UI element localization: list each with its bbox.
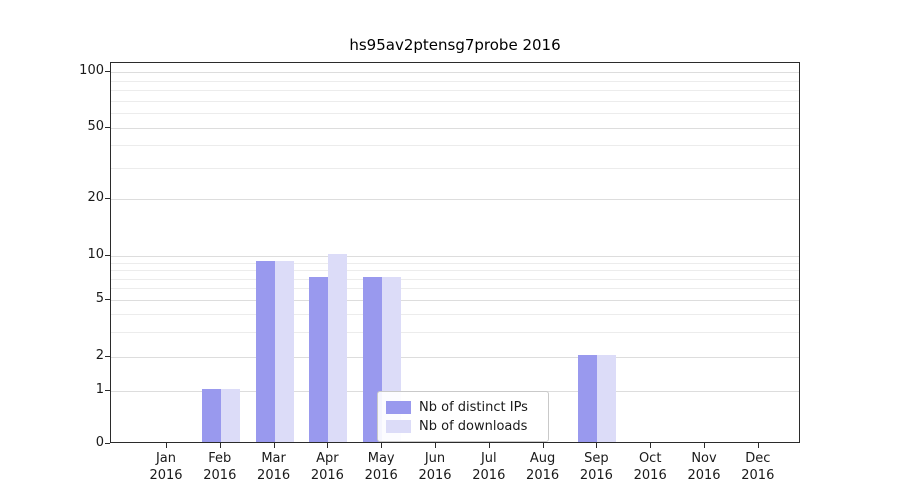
x-tick-mark (704, 443, 705, 448)
gridline-minor (111, 113, 799, 115)
x-tick-label: Feb 2016 (203, 451, 237, 483)
x-tick-mark (219, 443, 221, 448)
y-tick-mark (105, 390, 110, 391)
x-tick-mark (273, 443, 275, 448)
y-tick-label: 100 (79, 63, 104, 78)
gridline-major (111, 357, 799, 358)
x-tick-mark (650, 443, 652, 448)
y-tick-mark (105, 356, 110, 357)
gridline-minor (111, 288, 799, 290)
gridline-major (111, 128, 799, 129)
x-tick-mark (327, 443, 329, 448)
gridline-minor (111, 100, 799, 102)
x-tick-mark (757, 443, 759, 448)
y-tick-label: 50 (87, 119, 104, 134)
chart-title: hs95av2ptensg7probe 2016 (349, 36, 561, 54)
y-tick-label: 20 (87, 190, 104, 205)
x-tick-mark (596, 443, 598, 448)
plot-area (110, 62, 800, 443)
gridline-minor (111, 80, 799, 82)
x-tick-label: Oct 2016 (633, 451, 667, 483)
x-tick-label: Mar 2016 (257, 451, 291, 483)
legend-swatch (386, 400, 411, 414)
gridline-minor (111, 331, 799, 333)
x-tick-label: May 2016 (364, 451, 398, 483)
bar-distinct-ips (578, 355, 598, 442)
x-tick-label: Jan 2016 (149, 451, 183, 483)
y-tick-mark (105, 255, 110, 256)
x-tick-mark (542, 443, 544, 448)
x-tick-label: Jul 2016 (472, 451, 506, 483)
gridline-major (111, 300, 799, 301)
y-tick-label: 2 (95, 348, 104, 363)
y-tick-label: 10 (87, 247, 104, 262)
gridline-major (111, 199, 799, 200)
x-tick-label: Sep 2016 (579, 451, 613, 483)
bar-downloads (597, 355, 617, 442)
legend-label: Nb of distinct IPs (419, 399, 528, 415)
x-tick-label: Apr 2016 (310, 451, 344, 483)
legend-swatch (386, 419, 411, 433)
bar-distinct-ips (309, 276, 329, 442)
gridline-minor (111, 313, 799, 315)
bar-distinct-ips (201, 389, 221, 442)
gridline-minor (111, 262, 799, 264)
y-tick-label: 5 (95, 291, 104, 306)
bar-downloads (274, 260, 294, 442)
y-tick-mark (105, 198, 110, 199)
gridline-major (111, 256, 799, 257)
gridline-minor (111, 90, 799, 92)
legend: Nb of distinct IPs Nb of downloads (377, 391, 549, 442)
x-tick-label: Jun 2016 (418, 451, 452, 483)
gridline-minor (111, 270, 799, 272)
x-tick-label: Dec 2016 (741, 451, 775, 483)
y-tick-label: 0 (95, 435, 104, 450)
x-tick-mark (435, 443, 436, 448)
bar-downloads (220, 389, 240, 442)
y-tick-mark (105, 299, 110, 300)
gridline-minor (111, 145, 799, 147)
x-tick-mark (488, 443, 490, 448)
x-tick-label: Aug 2016 (526, 451, 560, 483)
y-tick-label: 1 (95, 382, 104, 397)
legend-item: Nb of distinct IPs (386, 398, 540, 416)
y-tick-mark (105, 127, 110, 128)
x-tick-mark (381, 443, 383, 448)
bar-distinct-ips (255, 260, 275, 442)
gridline-minor (111, 167, 799, 169)
x-tick-label: Nov 2016 (687, 451, 721, 483)
gridline-minor (111, 278, 799, 280)
y-tick-mark (105, 71, 110, 72)
legend-label: Nb of downloads (419, 418, 528, 434)
legend-item: Nb of downloads (386, 417, 540, 435)
x-tick-mark (166, 443, 167, 448)
gridline-major (111, 72, 799, 73)
bar-downloads (328, 254, 348, 442)
y-tick-mark (105, 443, 110, 444)
